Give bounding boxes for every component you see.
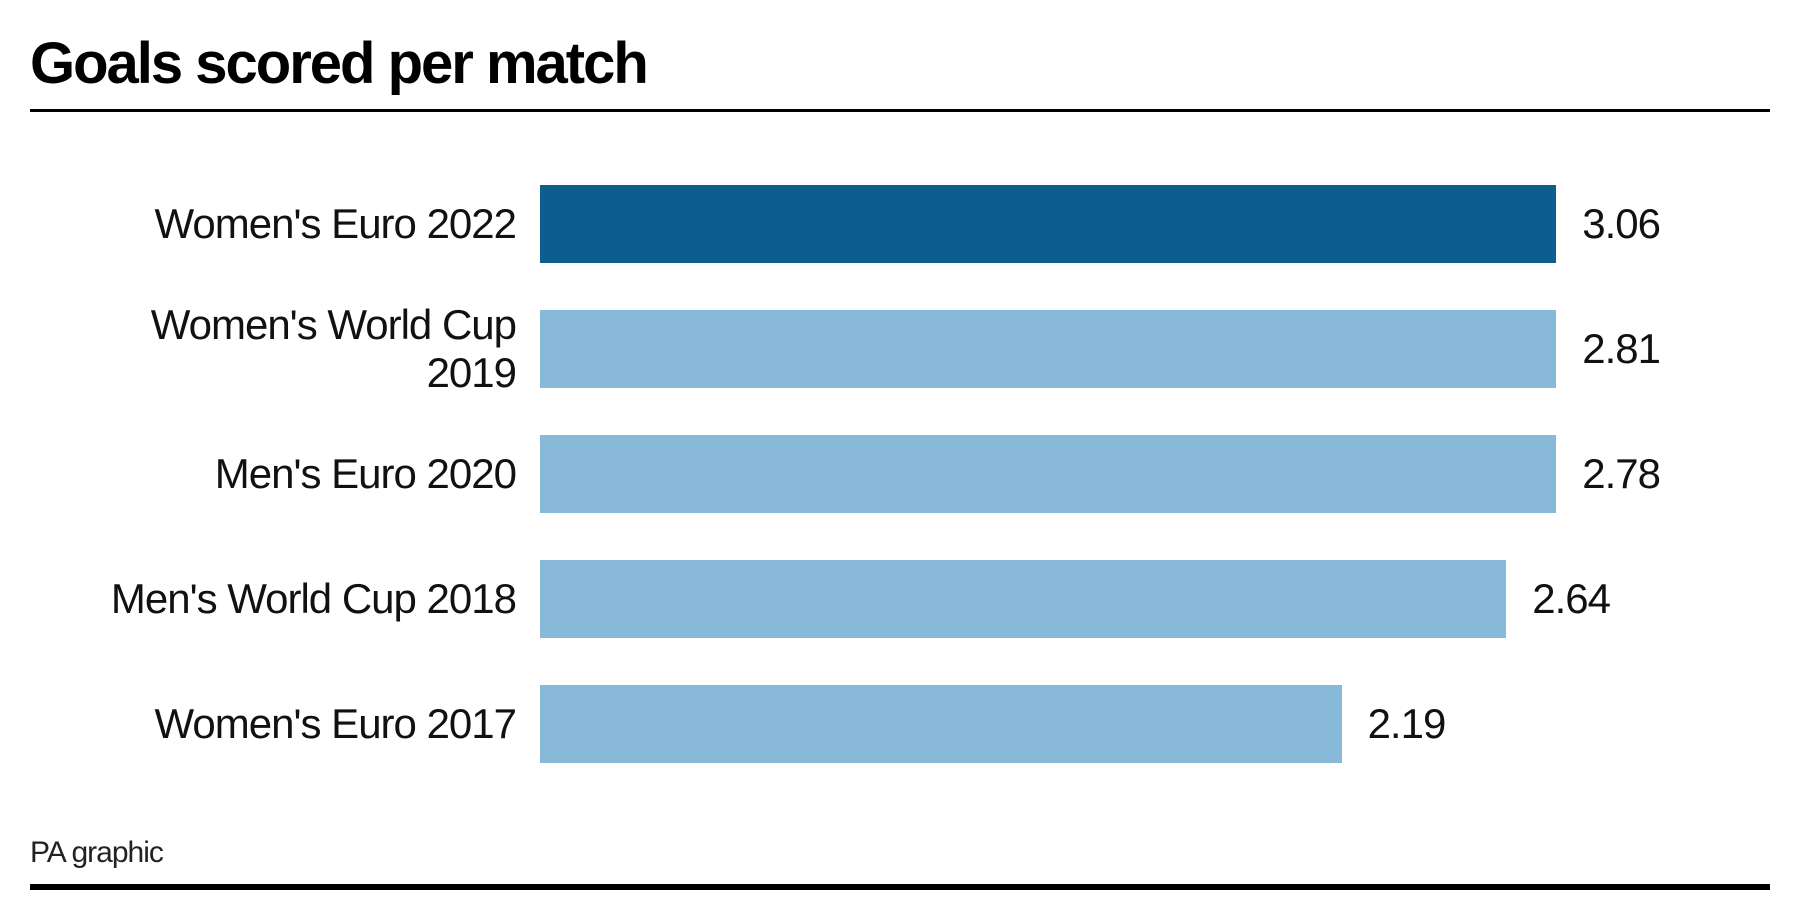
bar-value: 3.06 [1582, 200, 1660, 248]
bar [540, 435, 1556, 513]
bar-value: 2.19 [1368, 700, 1446, 748]
bar-cell: 2.19 [540, 669, 1660, 779]
chart-container: Goals scored per match Women's Euro 2022… [0, 0, 1800, 900]
bar-row: Women's Euro 2017 2.19 [70, 669, 1660, 779]
bar-cell: 2.81 [540, 294, 1660, 404]
bar [540, 185, 1556, 263]
chart-source: PA graphic [30, 826, 1770, 890]
bar-label: Women's Euro 2022 [70, 200, 540, 248]
bar-value: 2.64 [1532, 575, 1610, 623]
bar-row: Women's World Cup 2019 2.81 [70, 294, 1660, 404]
bar-label: Women's Euro 2017 [70, 700, 540, 748]
bar-cell: 3.06 [540, 169, 1660, 279]
bar-cell: 2.64 [540, 544, 1660, 654]
bar-label: Men's World Cup 2018 [70, 575, 540, 623]
bar [540, 685, 1342, 763]
bar-label: Women's World Cup 2019 [70, 301, 540, 397]
bar-chart: Women's Euro 2022 3.06 Women's World Cup… [30, 112, 1770, 826]
bar-value: 2.81 [1582, 325, 1660, 373]
bar-row: Men's World Cup 2018 2.64 [70, 544, 1660, 654]
bar-row: Men's Euro 2020 2.78 [70, 419, 1660, 529]
bar-row: Women's Euro 2022 3.06 [70, 169, 1660, 279]
bar [540, 560, 1506, 638]
bar-label: Men's Euro 2020 [70, 450, 540, 498]
chart-title: Goals scored per match [30, 30, 1770, 112]
bar-cell: 2.78 [540, 419, 1660, 529]
bar-value: 2.78 [1582, 450, 1660, 498]
bar [540, 310, 1556, 388]
